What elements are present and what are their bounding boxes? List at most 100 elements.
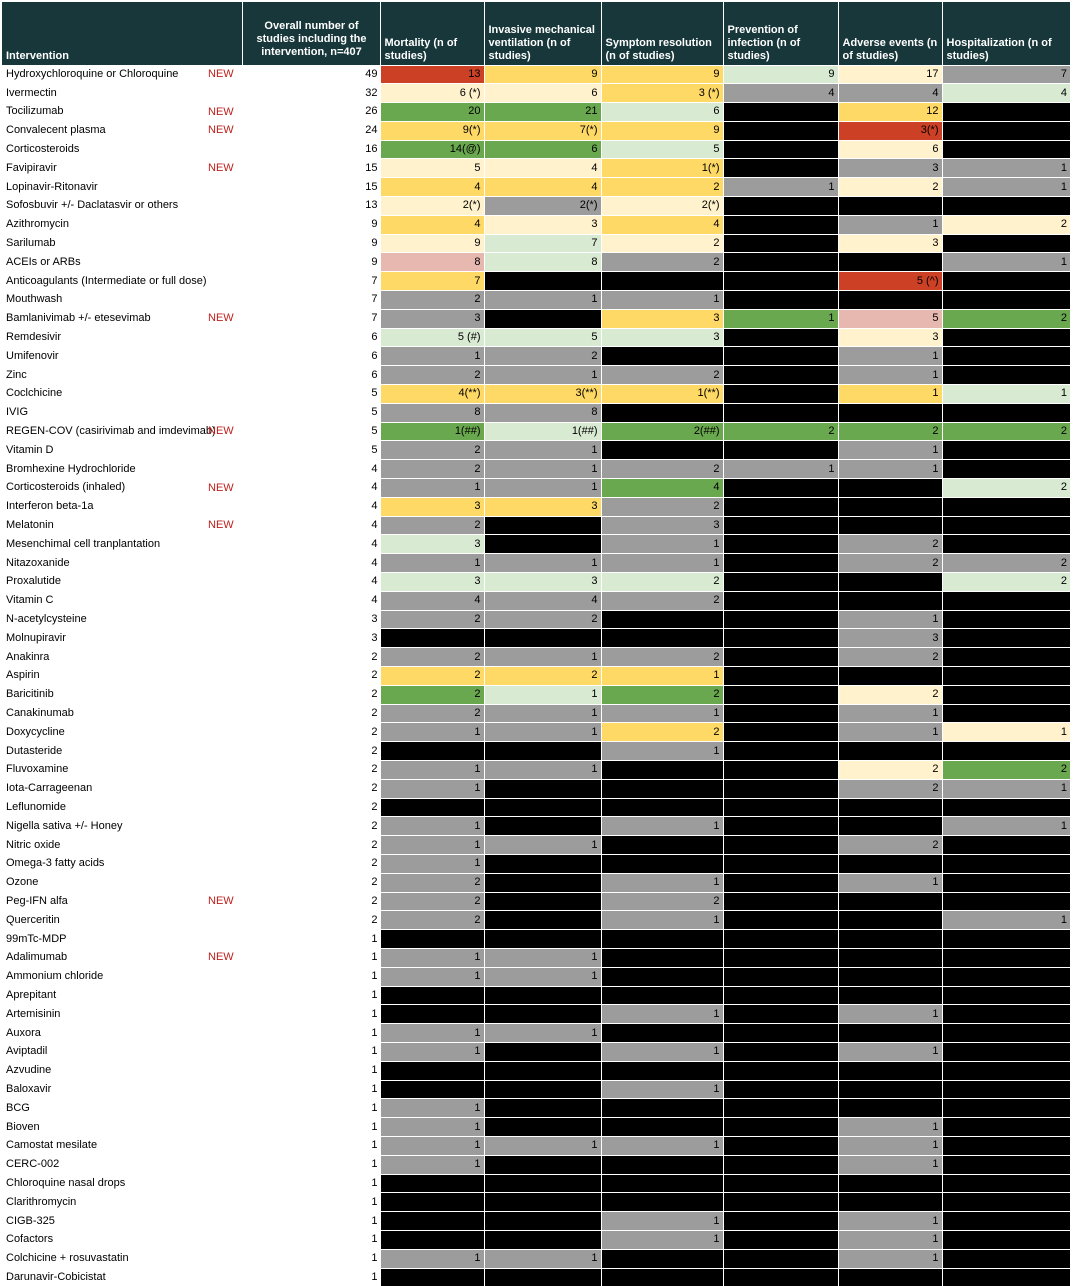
- overall-studies-count: 7: [242, 271, 380, 291]
- hospitalization-cell: 2: [941, 478, 1070, 498]
- intervention-name: Clarithromycin: [6, 1196, 77, 1208]
- table-row: Fluvoxamine 2 1 1 2 2: [2, 759, 1070, 780]
- prevention-of-infection-cell: [722, 684, 838, 705]
- adverse-events-cell: 1: [837, 722, 942, 742]
- table-row: Ammonium chloride 1 1 1: [2, 966, 1070, 987]
- intervention-name: Azithromycin: [6, 219, 69, 231]
- prevention-of-infection-cell: [722, 346, 838, 366]
- intervention-name: Mesenchimal cell tranplantation: [6, 538, 161, 550]
- mechanical-ventilation-cell: 3: [483, 214, 601, 235]
- table-row: Baricitinib 2 2 1 2 2: [2, 684, 1070, 705]
- mortality-cell: 1: [379, 1098, 484, 1118]
- adverse-events-cell: [837, 985, 942, 1005]
- overall-studies-count: 2: [242, 779, 380, 799]
- intervention-name-cell: Aprepitant: [2, 986, 242, 1005]
- adverse-events-cell: [837, 816, 942, 836]
- mortality-cell: 13: [379, 64, 484, 84]
- table-row: Lopinavir-Ritonavir 15 4 4 2 1 2 1: [2, 177, 1070, 197]
- mechanical-ventilation-cell: [483, 910, 601, 930]
- overall-studies-count: 5: [242, 403, 380, 423]
- intervention-name-cell: Omega-3 fatty acids: [2, 854, 242, 874]
- prevention-of-infection-cell: [722, 1173, 838, 1193]
- symptom-resolution-cell: 1: [600, 1211, 723, 1231]
- adverse-events-cell: 1: [837, 703, 942, 723]
- table-row: Umifenovir 6 1 2 1: [2, 346, 1070, 366]
- overall-studies-count: 4: [242, 534, 380, 554]
- table-row: Molnupiravir 3 3: [2, 628, 1070, 648]
- hospitalization-cell: [941, 947, 1070, 968]
- prevention-of-infection-cell: [722, 628, 838, 648]
- mortality-cell: 9(*): [379, 120, 484, 141]
- intervention-name: CERC-002: [6, 1159, 60, 1171]
- intervention-name-cell: Mesenchimal cell tranplantation: [2, 534, 242, 554]
- hospitalization-cell: [941, 402, 1070, 423]
- intervention-name: Ozone: [6, 877, 39, 889]
- adverse-events-cell: [837, 947, 942, 968]
- symptom-resolution-cell: 2: [600, 252, 723, 272]
- intervention-name-cell: Leflunomide: [2, 798, 242, 817]
- hospitalization-cell: [941, 271, 1070, 291]
- overall-studies-count: 9: [242, 234, 380, 253]
- intervention-name-cell: Molnupiravir: [2, 628, 242, 648]
- adverse-events-cell: 6: [837, 139, 942, 159]
- prevention-of-infection-cell: [722, 496, 838, 517]
- hospitalization-cell: 2: [941, 759, 1070, 780]
- table-row: REGEN-COV (casirivimab and imdevimab) NEW…: [2, 421, 1070, 441]
- intervention-name: Remdesivir: [6, 332, 62, 344]
- symptom-resolution-cell: 1: [600, 666, 723, 686]
- table-row: Baloxavir 1 1: [2, 1079, 1070, 1099]
- overall-studies-count: 1: [242, 1211, 380, 1231]
- header-mechanical-ventilation: Invasive mechanical ventilation (n of st…: [483, 2, 601, 65]
- prevention-of-infection-cell: [722, 609, 838, 629]
- adverse-events-cell: 1: [837, 1135, 942, 1156]
- mortality-cell: 2: [379, 609, 484, 629]
- intervention-name: Baloxavir: [6, 1083, 52, 1095]
- adverse-events-cell: 2: [837, 421, 942, 441]
- mortality-cell: [379, 929, 484, 949]
- intervention-name-cell: Sofosbuvir +/- Daclatasvir or others: [2, 196, 242, 216]
- intervention-name: Hydroxychloroquine or Chloroquine: [6, 68, 179, 80]
- intervention-name-cell: Zinc: [2, 365, 242, 385]
- intervention-name-cell: Corticosteroids: [2, 140, 242, 159]
- mechanical-ventilation-cell: 2: [483, 609, 601, 629]
- intervention-name: Sofosbuvir +/- Daclatasvir or others: [6, 200, 179, 212]
- table-row: Ozone 2 2 1 1: [2, 872, 1070, 893]
- overall-studies-count: 26: [242, 102, 380, 122]
- intervention-name: Proxalutide: [6, 576, 62, 588]
- prevention-of-infection-cell: [722, 666, 838, 686]
- hospitalization-cell: 2: [941, 553, 1070, 573]
- mortality-cell: [379, 1173, 484, 1193]
- hospitalization-cell: [941, 1098, 1070, 1118]
- adverse-events-cell: [837, 478, 942, 498]
- prevention-of-infection-cell: [722, 703, 838, 723]
- symptom-resolution-cell: 1: [600, 553, 723, 573]
- overall-studies-count: 9: [242, 252, 380, 272]
- new-badge: NEW: [208, 105, 234, 118]
- table-row: Nitazoxanide 4 1 1 1 2 2: [2, 553, 1070, 573]
- table-row: Hydroxychloroquine or Chloroquine NEW 49 13…: [2, 64, 1070, 84]
- table-row: Corticosteroids (inhaled) NEW 4 1 1 4 2: [2, 478, 1070, 498]
- adverse-events-cell: 3: [837, 628, 942, 648]
- symptom-resolution-cell: 9: [600, 120, 723, 141]
- mortality-cell: 8: [379, 252, 484, 272]
- symptom-resolution-cell: 1: [600, 1041, 723, 1062]
- intervention-name: BCG: [6, 1102, 30, 1114]
- symptom-resolution-cell: 1(*): [600, 158, 723, 178]
- mortality-cell: 1: [379, 947, 484, 968]
- adverse-events-cell: [837, 797, 942, 817]
- symptom-resolution-cell: 2: [600, 684, 723, 705]
- hospitalization-cell: [941, 327, 1070, 347]
- new-badge: NEW: [208, 519, 234, 532]
- symptom-resolution-cell: 2(##): [600, 421, 723, 441]
- table-row: Zinc 6 2 1 2 1: [2, 365, 1070, 385]
- symptom-resolution-cell: 4: [600, 478, 723, 498]
- table-row: Proxalutide 4 3 3 2 2: [2, 572, 1070, 592]
- hospitalization-cell: [941, 797, 1070, 817]
- mechanical-ventilation-cell: 2(*): [483, 196, 601, 216]
- intervention-name: Mouthwash: [6, 294, 63, 306]
- hospitalization-cell: [941, 120, 1070, 141]
- mechanical-ventilation-cell: [483, 1154, 601, 1175]
- mechanical-ventilation-cell: 4: [483, 158, 601, 178]
- adverse-events-cell: 1: [837, 346, 942, 366]
